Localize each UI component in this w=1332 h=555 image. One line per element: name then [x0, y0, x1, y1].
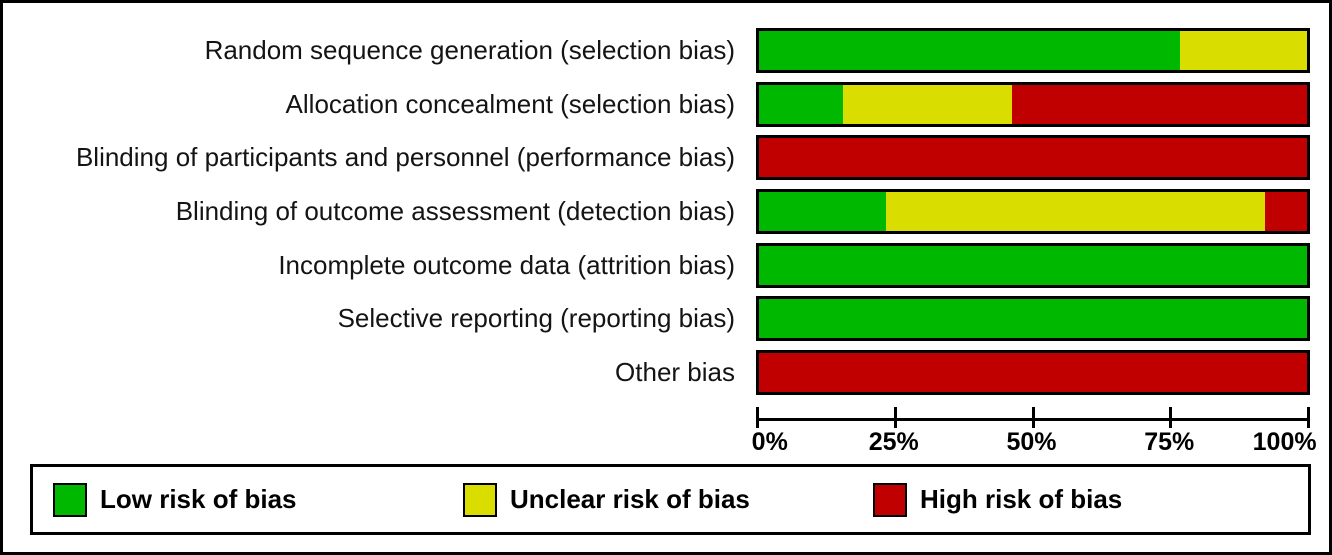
bar [756, 296, 1310, 342]
row-label: Allocation concealment (selection bias) [285, 88, 735, 119]
row-label: Incomplete outcome data (attrition bias) [278, 249, 735, 280]
bar [756, 28, 1310, 73]
bar [756, 242, 1310, 288]
x-axis-tick [756, 407, 759, 428]
bar-segment-high [1264, 191, 1307, 231]
bar-segment-low [759, 191, 886, 231]
bar-segment-low [759, 299, 1307, 339]
row-label: Other bias [615, 356, 735, 387]
x-axis-tick [1169, 407, 1173, 428]
legend-swatch [53, 482, 87, 517]
chart-row: Random sequence generation (selection bi… [3, 28, 1329, 73]
chart-row: Incomplete outcome data (attrition bias) [3, 242, 1329, 288]
legend-swatch [873, 482, 907, 517]
bar [756, 81, 1310, 127]
bar-segment-high [1012, 84, 1307, 124]
legend-swatch [463, 482, 497, 517]
legend-item: Low risk of bias [53, 467, 297, 532]
row-label: Selective reporting (reporting bias) [337, 303, 735, 334]
legend: Low risk of bias Unclear risk of bias High… [30, 464, 1311, 535]
row-label: Blinding of participants and personnel (… [75, 142, 735, 173]
bar [756, 135, 1310, 181]
chart-row: Other bias [3, 349, 1329, 395]
bar [756, 349, 1310, 395]
x-axis-tick-label: 0% [751, 428, 788, 456]
chart-row: Allocation concealment (selection bias) [3, 81, 1329, 127]
x-axis-tick-label: 100% [1252, 428, 1317, 456]
legend-label: Unclear risk of bias [510, 484, 750, 514]
bar [756, 188, 1310, 234]
x-axis-tick [1031, 407, 1035, 428]
x-axis-tick-label: 25% [868, 428, 919, 456]
bar-segment-unclear [843, 84, 1013, 124]
legend-label: Low risk of bias [100, 484, 297, 514]
x-axis-tick [1307, 407, 1310, 428]
bar-segment-low [759, 84, 844, 124]
bar-segment-low [759, 245, 1307, 285]
x-axis-tick-label: 50% [1006, 428, 1057, 456]
bar-segment-unclear [1180, 31, 1307, 70]
chart-row: Blinding of participants and personnel (… [3, 135, 1329, 181]
legend-label: High risk of bias [920, 484, 1123, 514]
x-axis-tick-label: 75% [1144, 428, 1195, 456]
bar-segment-unclear [885, 191, 1265, 231]
chart-row: Blinding of outcome assessment (detectio… [3, 188, 1329, 234]
chart-row: Selective reporting (reporting bias) [3, 296, 1329, 342]
bar-segment-high [759, 138, 1307, 178]
chart-rows: Random sequence generation (selection bi… [3, 28, 1329, 395]
legend-item: High risk of bias [873, 467, 1122, 532]
x-axis-tick [893, 407, 897, 428]
row-label: Random sequence generation (selection bi… [204, 35, 735, 65]
x-axis: 0% 25% 50% 75% 100% [752, 407, 1317, 457]
legend-item: Unclear risk of bias [463, 467, 750, 532]
row-label: Blinding of outcome assessment (detectio… [175, 195, 735, 226]
bar-segment-low [759, 31, 1181, 70]
bar-segment-high [759, 352, 1307, 392]
